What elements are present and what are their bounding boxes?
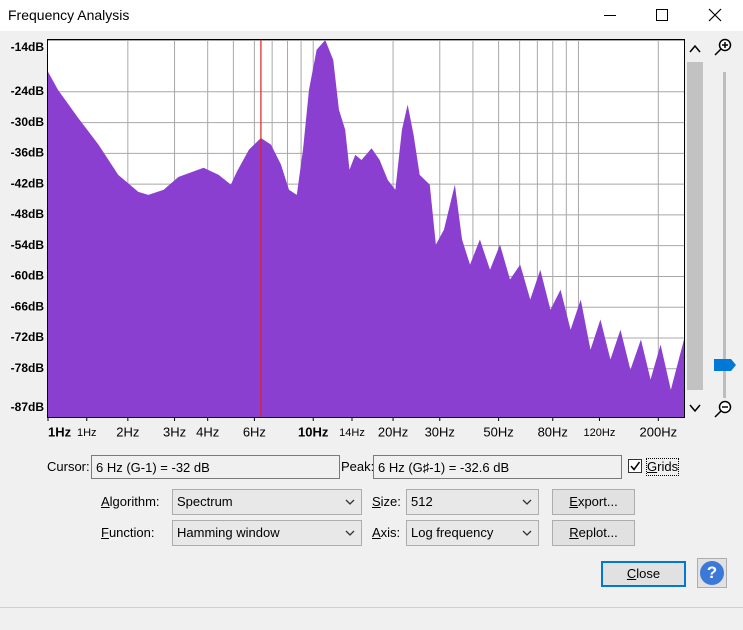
x-tick-label: 2Hz	[116, 424, 139, 439]
y-tick-label: -14dB	[11, 40, 45, 54]
algorithm-label: Algorithm:	[101, 494, 160, 509]
x-tick-label: 10Hz	[298, 424, 329, 439]
scroll-down[interactable]	[689, 404, 701, 413]
grids-label[interactable]: Grids	[645, 458, 680, 476]
algorithm-value: Spectrum	[177, 494, 233, 509]
title-bar: Frequency Analysis	[0, 0, 743, 31]
x-tick-label: 6Hz	[243, 424, 266, 439]
y-tick-label: -54dB	[11, 238, 45, 252]
help-button[interactable]: ?	[697, 558, 727, 588]
y-tick-label: -36dB	[11, 146, 45, 160]
y-tick-label: -66dB	[11, 299, 45, 313]
x-tick-label: 14Hz	[339, 427, 365, 439]
function-value: Hamming window	[177, 525, 280, 540]
x-tick-label: 1Hz	[48, 424, 72, 439]
scroll-up[interactable]	[689, 44, 701, 53]
zoom-thumb[interactable]	[714, 359, 736, 371]
close-text: Close	[626, 566, 661, 581]
plot-border	[47, 39, 685, 418]
y-tick-label: -48dB	[11, 207, 45, 221]
scroll-thumb[interactable]	[687, 62, 703, 390]
spectrum-area	[48, 40, 684, 417]
axes: -14dB -24dB -30dB -36dB -42dB -48dB -54dB -60dB…	[11, 40, 677, 439]
x-tick-label: 120Hz	[584, 427, 616, 439]
zoom-out[interactable]	[714, 400, 732, 418]
axis-label: Axis:	[372, 525, 401, 540]
y-tick-label: -42dB	[11, 176, 45, 190]
x-tick-label: 20Hz	[378, 424, 408, 439]
size-value: 512	[411, 494, 433, 509]
cursor-label: Cursor:	[47, 459, 90, 474]
axis-value: Log frequency	[411, 525, 494, 540]
window-title: Frequency Analysis	[8, 7, 130, 23]
spectrum	[48, 40, 684, 417]
close-x[interactable]	[708, 8, 722, 22]
algorithm-select[interactable]: Spectrum	[172, 489, 362, 515]
x-tick-label: 4Hz	[196, 424, 219, 439]
y-tick-label: -78dB	[11, 361, 45, 375]
export-button[interactable]: Export...	[552, 489, 635, 515]
zoom-in[interactable]	[714, 38, 732, 56]
y-tick-label: -72dB	[11, 330, 45, 344]
replot-text: Replot...	[569, 525, 618, 540]
x-tick-label: 1Hz	[77, 427, 97, 439]
window-buttons[interactable]	[590, 0, 743, 31]
peak-label: Peak:	[341, 459, 375, 474]
y-tick-label: -24dB	[11, 84, 45, 98]
x-tick-label: 80Hz	[538, 424, 568, 439]
y-tick-label: -30dB	[11, 115, 45, 129]
grids-checkbox[interactable]	[628, 459, 643, 474]
x-tick-label: 50Hz	[483, 424, 513, 439]
x-tick-label: 200Hz	[640, 424, 678, 439]
function-select[interactable]: Hamming window	[172, 520, 362, 546]
separator	[0, 607, 743, 608]
chart: -14dB -24dB -30dB -36dB -42dB -48dB -54dB -60dB…	[11, 38, 736, 439]
help-icon: ?	[700, 561, 724, 585]
x-tick-label: 30Hz	[425, 424, 455, 439]
function-label: Function:	[101, 525, 155, 540]
maximize[interactable]	[656, 9, 668, 21]
cursor-readout: 6 Hz (G-1) = -32 dB	[91, 455, 340, 479]
y-tick-label: -60dB	[11, 269, 45, 283]
checkmark	[630, 461, 641, 471]
axis-select[interactable]: Log frequency	[406, 520, 539, 546]
size-select[interactable]: 512	[406, 489, 539, 515]
close-button[interactable]: Close	[601, 561, 686, 587]
size-label: Size:	[372, 494, 401, 509]
y-tick-label: -87dB	[11, 400, 45, 414]
export-text: Export...	[569, 494, 618, 509]
peak-readout: 6 Hz (G♯-1) = -32.6 dB	[373, 455, 622, 479]
x-tick-label: 3Hz	[163, 424, 186, 439]
replot-button[interactable]: Replot...	[552, 520, 635, 546]
